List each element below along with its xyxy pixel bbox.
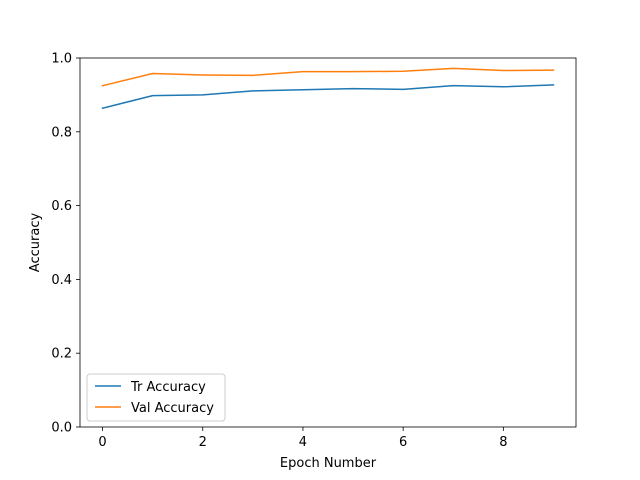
legend-box xyxy=(86,373,226,422)
x-tick-label: 6 xyxy=(399,435,407,450)
series-line-val-accuracy xyxy=(101,67,555,87)
x-tick-label: 0 xyxy=(98,435,106,450)
y-tick-label: 0.4 xyxy=(51,273,72,288)
x-tick-label: 4 xyxy=(299,435,307,450)
axes-frame xyxy=(79,57,577,428)
y-tick-label: 1.0 xyxy=(51,52,72,67)
legend: Tr Accuracy Val Accuracy xyxy=(86,373,226,422)
y-tick-label: 0.2 xyxy=(51,347,72,362)
y-tick-label: 0.6 xyxy=(51,199,72,214)
series-line-tr-accuracy xyxy=(101,84,555,110)
y-axis-label: Accuracy xyxy=(28,213,43,273)
y-tick-label: 0.0 xyxy=(51,421,72,436)
axes-layer xyxy=(79,57,577,428)
x-tick-label: 8 xyxy=(499,435,507,450)
plot-area xyxy=(80,58,576,427)
legend-label: Tr Accuracy xyxy=(130,380,206,395)
y-tick-label: 0.8 xyxy=(51,125,72,140)
x-axis-label: Epoch Number xyxy=(280,456,377,471)
legend-label: Val Accuracy xyxy=(131,401,214,416)
x-tick-label: 2 xyxy=(199,435,207,450)
ticks-layer: 0 2 4 6 8 0.0 0.2 0.4 0.6 0.8 1.0 xyxy=(51,52,507,451)
series-layer xyxy=(101,67,555,110)
